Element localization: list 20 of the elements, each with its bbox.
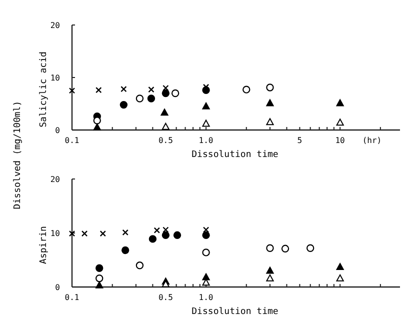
y-axis-title: Aspirin xyxy=(39,226,49,264)
x-tick-label: 0.1 xyxy=(64,136,80,145)
y-axis-title: Salicylic acid xyxy=(39,52,49,128)
x-tick-label: 1.0 xyxy=(198,293,214,302)
x-tick-label: 5 xyxy=(297,136,302,145)
text: (hr) xyxy=(362,136,382,145)
y-tick-label: 20 xyxy=(50,21,60,30)
y-tick-label: 10 xyxy=(50,74,60,82)
y-tick-label: 20 xyxy=(50,175,60,184)
x-tick-label: 10 xyxy=(335,136,346,145)
y-tick-label: 0 xyxy=(55,283,60,292)
x-tick-label: 1.0 xyxy=(198,136,214,145)
y-tick-label: 10 xyxy=(50,229,60,238)
x-axis-title: Dissolution time xyxy=(192,307,278,317)
x-tick-label: 0.5 xyxy=(158,293,174,302)
text: Dissolved (mg/100ml) xyxy=(13,100,23,210)
x-tick-label: 0.5 xyxy=(158,136,174,145)
x-tick-label: 0.1 xyxy=(64,293,80,302)
y-tick-label: 0 xyxy=(55,126,60,135)
x-axis-title: Dissolution time xyxy=(192,150,278,160)
